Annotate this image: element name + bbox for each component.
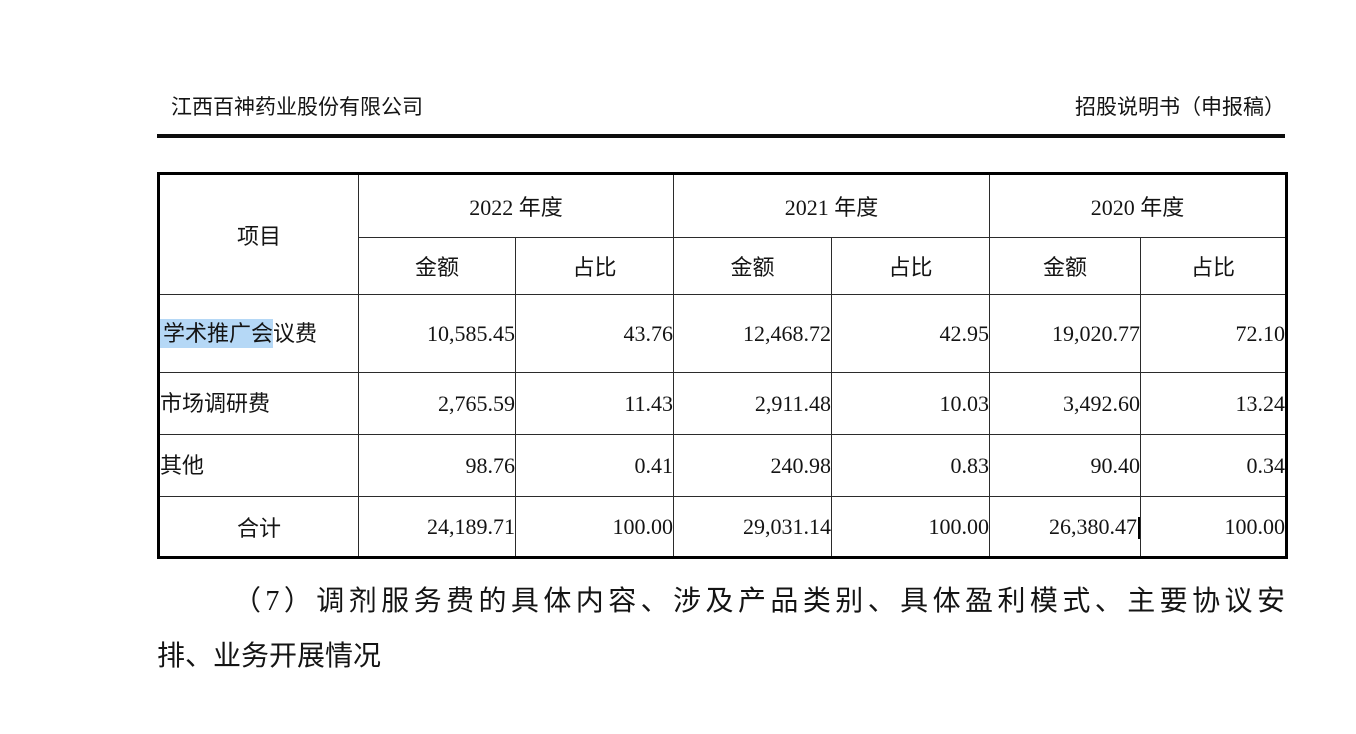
table-row: 市场调研费 2,765.59 11.43 2,911.48 10.03 3,49… xyxy=(158,372,1288,435)
header-rule xyxy=(157,134,1285,138)
total-amount-2020: 26,380.47 xyxy=(1049,513,1138,539)
cell-ratio-2021: 10.03 xyxy=(831,372,991,435)
table-row: 其他 98.76 0.41 240.98 0.83 90.40 0.34 xyxy=(158,434,1288,497)
cell-amount-2021: 12,468.72 xyxy=(673,294,833,373)
cell-ratio-2021: 100.00 xyxy=(831,496,991,558)
cell-ratio-2022: 0.41 xyxy=(514,434,675,497)
cell-amount-2021: 240.98 xyxy=(673,434,833,497)
cell-amount-2020: 26,380.47 xyxy=(989,496,1142,558)
cell-amount-2021: 29,031.14 xyxy=(673,496,833,558)
cell-ratio-2020: 13.24 xyxy=(1140,372,1288,435)
row-label-total: 合计 xyxy=(158,496,359,558)
document-page: 江西百神药业股份有限公司 招股说明书（申报稿） 项目 2022 年度 2021 … xyxy=(157,0,1289,676)
body-paragraph: （7）调剂服务费的具体内容、涉及产品类别、具体盈利模式、主要协议安 排、业务开展… xyxy=(157,583,1285,676)
cell-amount-2020: 3,492.60 xyxy=(989,372,1142,435)
cell-ratio-2022: 43.76 xyxy=(514,294,675,373)
cell-amount-2022: 2,765.59 xyxy=(358,372,516,435)
table-row: 学术推广会议费 10,585.45 43.76 12,468.72 42.95 … xyxy=(158,294,1288,373)
row-label-other: 其他 xyxy=(158,434,359,497)
cell-ratio-2021: 42.95 xyxy=(831,294,991,373)
row-label-academic-promotion: 学术推广会议费 xyxy=(158,294,359,373)
text-caret xyxy=(1138,516,1141,539)
ratio-header-2020: 占比 xyxy=(1140,237,1288,295)
table-header-years: 项目 2022 年度 2021 年度 2020 年度 xyxy=(158,173,1288,295)
amount-header-2021: 金额 xyxy=(673,237,833,295)
cell-amount-2022: 98.76 xyxy=(358,434,516,497)
doc-title: 招股说明书（申报稿） xyxy=(1075,95,1285,119)
cell-ratio-2022: 11.43 xyxy=(514,372,675,435)
amount-header-2020: 金额 xyxy=(989,237,1142,295)
amount-header-2022: 金额 xyxy=(358,237,516,295)
cell-amount-2021: 2,911.48 xyxy=(673,372,833,435)
cell-amount-2022: 24,189.71 xyxy=(358,496,516,558)
row-label-market-research: 市场调研费 xyxy=(158,372,359,435)
cell-ratio-2020: 72.10 xyxy=(1140,294,1288,373)
row-label-rest: 议费 xyxy=(273,320,318,346)
cell-ratio-2022: 100.00 xyxy=(514,496,675,558)
year-header-2020: 2020 年度 xyxy=(989,173,1288,238)
item-column-header: 项目 xyxy=(158,173,359,295)
expense-breakdown-table: 项目 2022 年度 2021 年度 2020 年度 金额 占比 金额 占比 金… xyxy=(157,172,1289,559)
company-name: 江西百神药业股份有限公司 xyxy=(171,95,423,119)
selection-highlight: 学术推广会 xyxy=(160,318,274,348)
year-header-2021: 2021 年度 xyxy=(673,173,991,238)
document-header: 江西百神药业股份有限公司 招股说明书（申报稿） xyxy=(157,0,1285,122)
ratio-header-2022: 占比 xyxy=(514,237,675,295)
cell-amount-2020: 19,020.77 xyxy=(989,294,1142,373)
ratio-header-2021: 占比 xyxy=(831,237,991,295)
cell-amount-2022: 10,585.45 xyxy=(358,294,516,373)
cell-ratio-2020: 0.34 xyxy=(1140,434,1288,497)
paragraph-line-1: （7）调剂服务费的具体内容、涉及产品类别、具体盈利模式、主要协议安 xyxy=(233,586,1285,617)
year-header-2022: 2022 年度 xyxy=(357,173,675,238)
paragraph-line-2: 排、业务开展情况 xyxy=(157,641,382,672)
cell-ratio-2021: 0.83 xyxy=(831,434,991,497)
cell-ratio-2020: 100.00 xyxy=(1140,496,1288,558)
table-total-row: 合计 24,189.71 100.00 29,031.14 100.00 26,… xyxy=(158,496,1288,558)
cell-amount-2020: 90.40 xyxy=(989,434,1142,497)
